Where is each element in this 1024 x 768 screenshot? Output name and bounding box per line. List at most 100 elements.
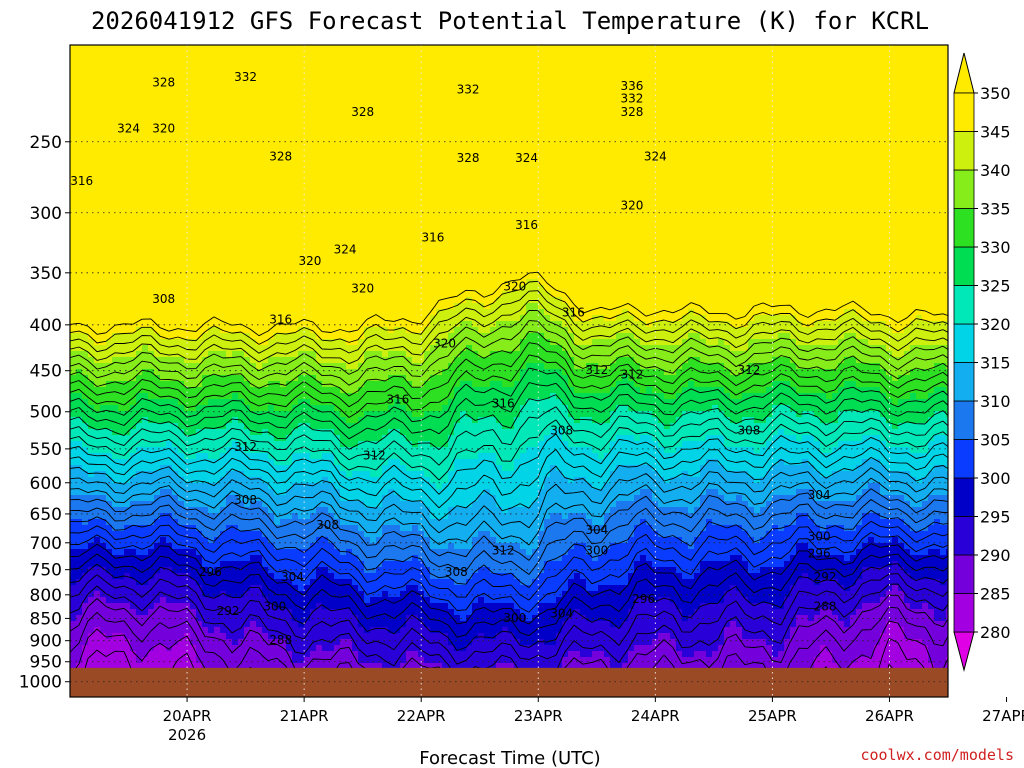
field-cell <box>346 123 353 130</box>
field-cell <box>748 147 755 154</box>
field-cell <box>436 213 443 220</box>
field-cell <box>856 93 863 100</box>
field-cell <box>112 159 119 166</box>
field-cell <box>226 159 233 166</box>
field-cell <box>526 225 533 232</box>
field-cell <box>814 129 821 136</box>
field-cell <box>658 57 665 64</box>
field-cell <box>574 183 581 190</box>
field-cell <box>352 207 359 214</box>
field-cell <box>310 177 317 184</box>
field-cell <box>766 69 773 76</box>
field-cell <box>448 171 455 178</box>
field-cell <box>886 231 893 238</box>
field-cell <box>454 93 461 100</box>
field-cell <box>724 45 731 52</box>
field-cell <box>226 117 233 124</box>
field-cell <box>466 69 473 76</box>
field-cell <box>850 177 857 184</box>
field-cell <box>508 153 515 160</box>
field-cell <box>802 225 809 232</box>
field-cell <box>616 45 623 52</box>
field-cell <box>292 165 299 172</box>
field-cell <box>280 225 287 232</box>
field-cell <box>244 165 251 172</box>
field-cell <box>868 219 875 226</box>
field-cell <box>484 141 491 148</box>
field-cell <box>766 51 773 58</box>
field-cell <box>88 231 95 238</box>
field-cell <box>460 69 467 76</box>
field-cell <box>562 153 569 160</box>
field-cell <box>178 45 185 52</box>
field-cell <box>760 189 767 196</box>
field-cell <box>886 69 893 76</box>
field-cell <box>184 165 191 172</box>
field-cell <box>862 111 869 118</box>
field-cell <box>442 213 449 220</box>
field-cell <box>556 147 563 154</box>
field-cell <box>646 183 653 190</box>
field-cell <box>802 237 809 244</box>
field-cell <box>784 63 791 70</box>
field-cell <box>424 105 431 112</box>
field-cell <box>784 93 791 100</box>
field-cell <box>352 213 359 220</box>
field-cell <box>646 243 653 250</box>
field-cell <box>850 135 857 142</box>
field-cell <box>928 171 935 178</box>
field-cell <box>220 87 227 94</box>
field-cell <box>82 129 89 136</box>
field-cell <box>94 207 101 214</box>
field-cell <box>664 201 671 208</box>
field-cell <box>484 177 491 184</box>
field-cell <box>280 87 287 94</box>
field-cell <box>580 117 587 124</box>
field-cell <box>646 63 653 70</box>
field-cell <box>538 75 545 82</box>
field-cell <box>394 51 401 58</box>
field-cell <box>610 123 617 130</box>
field-cell <box>406 171 413 178</box>
field-cell <box>736 207 743 214</box>
field-cell <box>364 225 371 232</box>
field-cell <box>790 153 797 160</box>
field-cell <box>706 237 713 244</box>
field-cell <box>910 87 917 94</box>
field-cell <box>334 231 341 238</box>
field-cell <box>784 195 791 202</box>
field-cell <box>604 147 611 154</box>
field-cell <box>472 87 479 94</box>
field-cell <box>178 177 185 184</box>
field-cell <box>94 93 101 100</box>
field-cell <box>838 129 845 136</box>
field-cell <box>214 69 221 76</box>
field-cell <box>352 189 359 196</box>
field-cell <box>886 177 893 184</box>
field-cell <box>688 135 695 142</box>
field-cell <box>904 111 911 118</box>
field-cell <box>868 63 875 70</box>
field-cell <box>274 123 281 130</box>
field-cell <box>238 117 245 124</box>
field-cell <box>202 231 209 238</box>
field-cell <box>100 183 107 190</box>
field-cell <box>736 147 743 154</box>
field-cell <box>292 141 299 148</box>
field-cell <box>550 105 557 112</box>
field-cell <box>892 123 899 130</box>
field-cell <box>742 81 749 88</box>
field-cell <box>400 189 407 196</box>
field-cell <box>442 117 449 124</box>
field-cell <box>784 201 791 208</box>
field-cell <box>142 213 149 220</box>
field-cell <box>712 99 719 106</box>
field-cell <box>304 237 311 244</box>
field-cell <box>622 81 629 88</box>
field-cell <box>568 171 575 178</box>
field-cell <box>100 63 107 70</box>
field-cell <box>322 57 329 64</box>
field-cell <box>82 69 89 76</box>
field-cell <box>790 171 797 178</box>
field-cell <box>934 63 941 70</box>
